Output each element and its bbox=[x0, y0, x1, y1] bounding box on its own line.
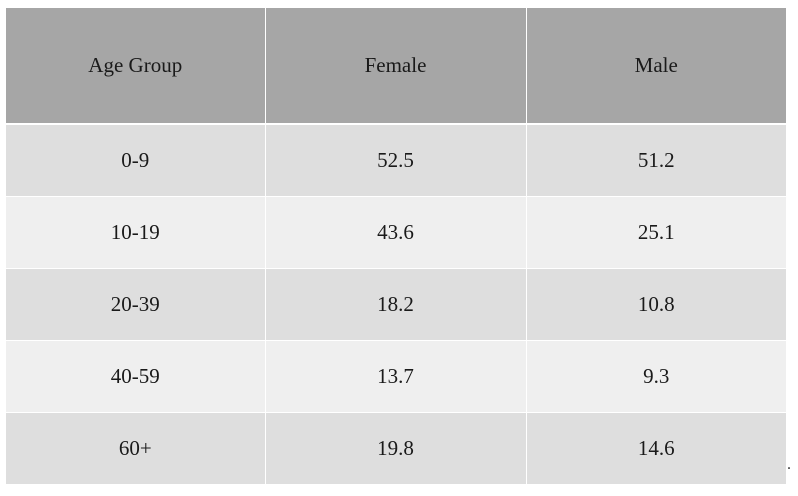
table-header: Age Group Female Male bbox=[6, 8, 786, 125]
cell-age-group: 10-19 bbox=[6, 196, 266, 269]
cell-male: 14.6 bbox=[526, 412, 786, 485]
cell-age-group: 60+ bbox=[6, 412, 266, 485]
trailing-period: . bbox=[787, 456, 791, 473]
table-row: 10-19 43.6 25.1 bbox=[6, 196, 786, 269]
table-row: 20-39 18.2 10.8 bbox=[6, 268, 786, 341]
cell-age-group: 0-9 bbox=[6, 124, 266, 197]
cell-male: 25.1 bbox=[526, 196, 786, 269]
cell-female: 43.6 bbox=[265, 196, 527, 269]
cell-female: 52.5 bbox=[265, 124, 527, 197]
table-row: 60+ 19.8 14.6 bbox=[6, 412, 786, 485]
cell-female: 19.8 bbox=[265, 412, 527, 485]
cell-age-group: 40-59 bbox=[6, 340, 266, 413]
cell-age-group: 20-39 bbox=[6, 268, 266, 341]
header-male: Male bbox=[526, 8, 786, 125]
table-row: 40-59 13.7 9.3 bbox=[6, 340, 786, 413]
cell-male: 51.2 bbox=[526, 124, 786, 197]
header-row: Age Group Female Male bbox=[6, 8, 786, 125]
header-age-group: Age Group bbox=[6, 8, 266, 125]
table-row: 0-9 52.5 51.2 bbox=[6, 124, 786, 197]
cell-male: 10.8 bbox=[526, 268, 786, 341]
cell-male: 9.3 bbox=[526, 340, 786, 413]
header-female: Female bbox=[265, 8, 527, 125]
cell-female: 18.2 bbox=[265, 268, 527, 341]
age-group-table: Age Group Female Male 0-9 52.5 51.2 10-1… bbox=[6, 8, 786, 485]
cell-female: 13.7 bbox=[265, 340, 527, 413]
table-body: 0-9 52.5 51.2 10-19 43.6 25.1 20-39 18.2… bbox=[6, 124, 786, 485]
data-table-container: Age Group Female Male 0-9 52.5 51.2 10-1… bbox=[6, 8, 786, 485]
